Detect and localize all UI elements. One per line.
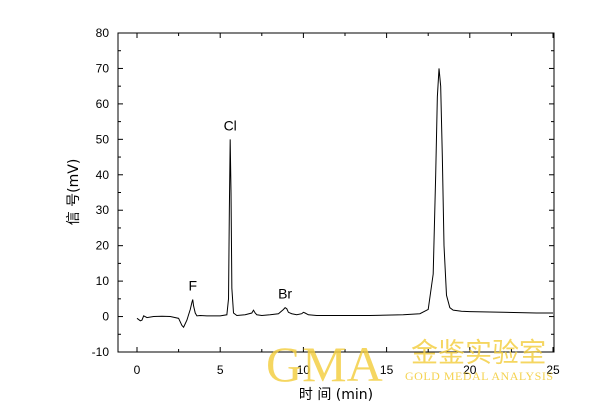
peak-labels: F Cl Br — [188, 117, 292, 301]
y-tick-label: -10 — [92, 345, 110, 359]
y-tick-label: 20 — [96, 239, 110, 253]
y-tick-label: 50 — [96, 132, 110, 146]
x-axis: 0 5 10 15 20 25 — [134, 33, 560, 377]
y-tick-label: 70 — [96, 61, 110, 75]
x-axis-title: 时 间 (min) — [299, 387, 373, 403]
y-tick-label: 40 — [96, 168, 110, 182]
watermark-logo-text: GMA — [266, 336, 383, 392]
watermark-english-text: GOLD MEDAL ANALYSIS — [405, 369, 554, 383]
plot-frame — [117, 32, 555, 353]
y-axis: -10 0 10 20 30 40 50 60 70 80 — [92, 26, 554, 359]
x-tick-label: 25 — [546, 363, 560, 377]
y-tick-label: 30 — [96, 203, 110, 217]
x-tick-label: 0 — [134, 363, 141, 377]
signal-line — [136, 68, 553, 329]
y-tick-label: 10 — [96, 274, 110, 288]
x-tick-label: 20 — [463, 363, 477, 377]
peak-label: Cl — [224, 117, 237, 133]
y-tick-label: 60 — [96, 97, 110, 111]
x-tick-label: 5 — [217, 363, 224, 377]
y-tick-label: 0 — [102, 310, 109, 324]
x-tick-label: 15 — [380, 363, 394, 377]
y-tick-label: 80 — [96, 26, 110, 40]
x-tick-label: 10 — [297, 363, 311, 377]
peak-label: F — [188, 278, 197, 294]
watermark: GMA 金鉴实验室 GOLD MEDAL ANALYSIS — [266, 336, 554, 392]
peak-label: Br — [278, 286, 292, 302]
y-axis-title: 信 号(mV) — [66, 159, 82, 226]
watermark-chinese-text: 金鉴实验室 — [411, 338, 546, 369]
